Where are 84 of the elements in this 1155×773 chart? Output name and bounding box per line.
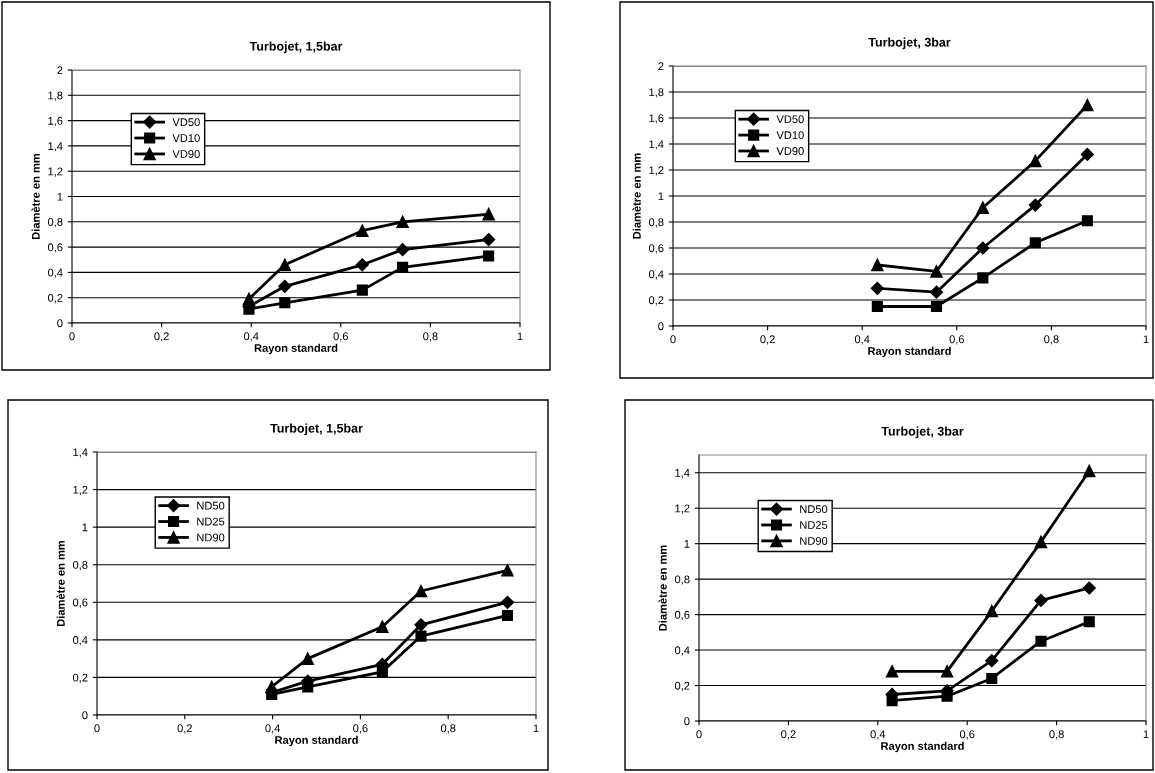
y-tick-label: 0,2 <box>674 681 690 691</box>
y-tick-label: 2 <box>658 62 664 71</box>
y-tick-label: 1,4 <box>675 469 690 479</box>
legend-label: VD90 <box>776 147 804 155</box>
legend-label: VD10 <box>172 134 200 143</box>
x-tick-label: 0,4 <box>870 730 886 740</box>
x-tick-label: 1 <box>533 724 539 733</box>
legend-label: ND25 <box>800 521 828 529</box>
x-tick-label: 0,8 <box>1044 335 1059 345</box>
x-tick-label: 0 <box>94 724 100 733</box>
y-tick-label: 1,8 <box>649 88 664 98</box>
y-tick-label: 1,2 <box>73 485 88 496</box>
x-axis-title: Rayon standard <box>275 735 358 747</box>
y-tick-label: 0,8 <box>47 218 63 228</box>
legend-label: VD90 <box>172 150 200 158</box>
y-axis-title: Diamètre en mm <box>56 540 65 626</box>
x-tick-label: 0,8 <box>423 332 438 342</box>
y-tick-label: 0,2 <box>648 296 664 306</box>
x-tick-label: 1 <box>1143 730 1149 739</box>
y-tick-label: 0,6 <box>674 610 690 621</box>
chart-title: Turbojet, 3bar <box>868 37 951 50</box>
x-tick-label: 0,4 <box>243 332 259 342</box>
x-tick-label: 1 <box>1143 335 1149 344</box>
x-tick-label: 0,2 <box>154 332 169 342</box>
y-tick-label: 1,8 <box>48 91 63 101</box>
y-tick-label: 1,2 <box>649 166 664 176</box>
y-tick-label: 0,2 <box>72 673 88 683</box>
y-tick-label: 0 <box>684 717 690 726</box>
y-tick-label: 0 <box>658 322 664 331</box>
legend-label: ND50 <box>800 505 828 514</box>
chart-title: Turbojet, 1,5bar <box>249 41 343 54</box>
y-tick-label: 1 <box>82 523 88 532</box>
y-tick-label: 1,4 <box>649 140 664 150</box>
x-tick-label: 0,2 <box>177 724 192 734</box>
y-tick-label: 1,4 <box>73 448 88 458</box>
x-tick-label: 1 <box>517 332 523 341</box>
x-tick-label: 0,8 <box>1049 730 1064 740</box>
y-tick-label: 0,2 <box>47 293 63 304</box>
legend-label: VD50 <box>776 115 804 124</box>
legend-label: ND90 <box>800 537 828 545</box>
y-tick-label: 0,8 <box>648 218 664 228</box>
y-tick-label: 1,6 <box>48 116 63 127</box>
y-axis-title: Diamètre en mm <box>658 545 667 631</box>
chart-title: Turbojet, 1,5bar <box>270 423 363 436</box>
y-axis-title: Diamètre en mm <box>632 153 641 239</box>
y-tick-label: 0,6 <box>72 598 88 608</box>
y-tick-label: 1,2 <box>675 504 690 514</box>
y-tick-label: 2 <box>57 66 63 75</box>
legend-label: ND90 <box>197 533 225 542</box>
y-tick-label: 0,6 <box>47 243 63 253</box>
x-tick-label: 0,8 <box>440 724 456 734</box>
x-axis-title: Rayon standard <box>881 741 964 753</box>
y-tick-label: 0,6 <box>648 244 664 254</box>
x-tick-label: 0,4 <box>854 335 870 345</box>
y-tick-label: 1 <box>684 540 690 548</box>
y-tick-label: 1,4 <box>48 142 63 152</box>
legend-label: VD10 <box>776 131 804 140</box>
x-tick-label: 0,6 <box>333 332 349 342</box>
legend-label: ND25 <box>197 517 225 526</box>
y-tick-label: 0,4 <box>72 636 88 646</box>
y-tick-label: 0 <box>82 711 88 720</box>
x-tick-label: 0,2 <box>760 335 775 345</box>
legend-label: VD50 <box>172 118 200 127</box>
y-tick-label: 1 <box>658 192 664 201</box>
y-tick-label: 1 <box>57 192 63 201</box>
x-axis-title: Rayon standard <box>868 346 951 358</box>
y-tick-label: 0,4 <box>648 270 664 280</box>
y-tick-label: 0 <box>57 319 63 328</box>
y-tick-label: 0,8 <box>72 560 88 571</box>
chart-title: Turbojet, 3bar <box>881 426 964 439</box>
y-tick-label: 1,2 <box>48 167 63 177</box>
legend-label: ND50 <box>197 501 225 510</box>
y-tick-label: 0,8 <box>674 575 690 585</box>
x-axis-title: Rayon standard <box>254 343 338 355</box>
x-tick-label: 0,6 <box>959 730 975 740</box>
y-axis-title: Diamètre en mm <box>31 153 40 239</box>
x-tick-label: 0,6 <box>949 335 965 345</box>
x-tick-label: 0,6 <box>353 724 368 734</box>
y-tick-label: 0,4 <box>47 268 63 278</box>
y-tick-label: 1,6 <box>649 114 664 124</box>
y-tick-label: 0,4 <box>674 646 690 656</box>
x-tick-label: 0,4 <box>265 724 280 734</box>
x-tick-label: 0,2 <box>781 730 796 740</box>
x-tick-label: 0 <box>696 730 702 739</box>
